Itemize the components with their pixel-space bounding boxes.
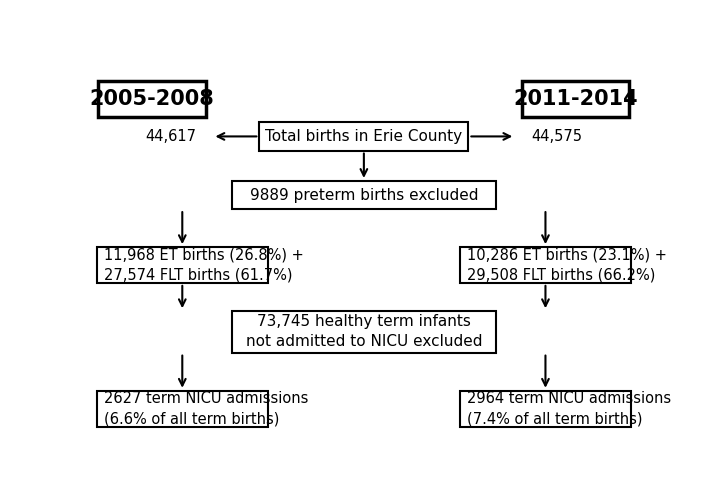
Text: 44,617: 44,617 xyxy=(145,129,196,144)
Text: 10,286 ET births (23.1%) +
29,508 FLT births (66.2%): 10,286 ET births (23.1%) + 29,508 FLT bi… xyxy=(466,247,667,282)
Bar xyxy=(259,122,469,151)
Text: Total births in Erie County: Total births in Erie County xyxy=(266,129,462,144)
Text: 2011-2014: 2011-2014 xyxy=(513,88,638,109)
Text: 44,575: 44,575 xyxy=(532,129,583,144)
Text: 9889 preterm births excluded: 9889 preterm births excluded xyxy=(250,188,478,202)
Bar xyxy=(97,247,268,283)
Bar xyxy=(522,81,629,116)
Text: 73,745 healthy term infants
not admitted to NICU excluded: 73,745 healthy term infants not admitted… xyxy=(246,315,482,349)
Bar xyxy=(99,81,206,116)
Text: 11,968 ET births (26.8%) +
27,574 FLT births (61.7%): 11,968 ET births (26.8%) + 27,574 FLT bi… xyxy=(104,247,303,282)
Bar xyxy=(460,247,630,283)
Bar xyxy=(97,391,268,427)
Text: 2964 term NICU admissions
(7.4% of all term births): 2964 term NICU admissions (7.4% of all t… xyxy=(466,391,671,426)
Bar xyxy=(231,181,496,209)
Bar xyxy=(460,391,630,427)
Text: 2627 term NICU admissions
(6.6% of all term births): 2627 term NICU admissions (6.6% of all t… xyxy=(104,391,308,426)
Text: 2005-2008: 2005-2008 xyxy=(89,88,214,109)
Bar xyxy=(231,311,496,353)
